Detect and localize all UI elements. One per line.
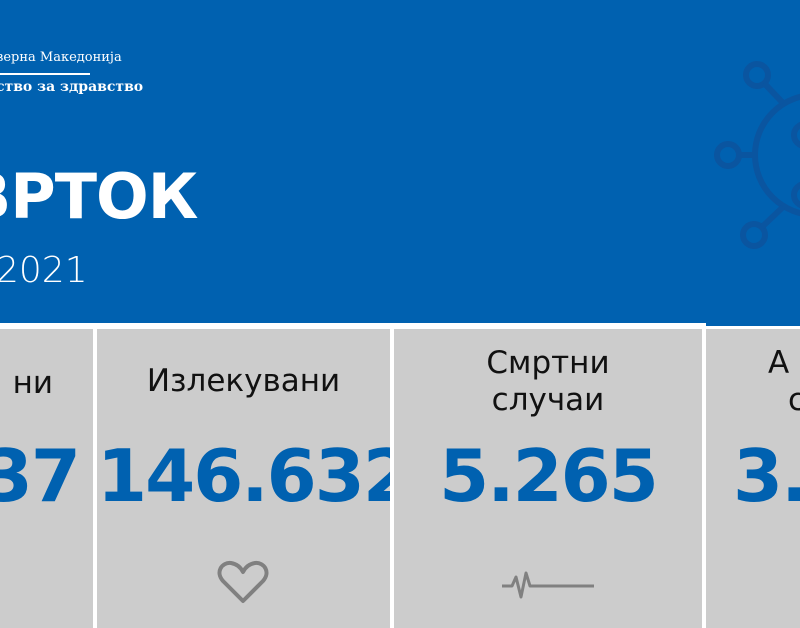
panel-value: 5.265	[439, 434, 659, 518]
virus-icon	[714, 61, 800, 249]
stat-panel-1: ни 37	[0, 329, 93, 628]
heart-icon	[217, 560, 269, 603]
org-name-line2: ство за здравство	[0, 79, 144, 95]
panel-value: 37	[0, 434, 81, 518]
panel-label: ни	[12, 365, 53, 401]
heartbeat-icon	[502, 571, 594, 599]
date-label: 2021	[0, 250, 88, 291]
page-title: ВРТОК	[0, 160, 198, 233]
stat-panel-4: А с 3.0	[706, 329, 800, 628]
org-divider	[0, 73, 90, 75]
panel-label-line2: случаи	[491, 382, 605, 418]
panel-value: 146.632	[97, 434, 390, 518]
header-banner: верна Македонија ство за здравство ВРТОК…	[0, 0, 800, 323]
panel-label: Излекувани	[146, 363, 341, 399]
panel-label-line1: А	[768, 345, 790, 381]
panel-value: 3.0	[733, 434, 800, 518]
panel-label-line2: с	[788, 382, 800, 418]
panel-label-line1: Смртни	[486, 345, 610, 381]
header-strip	[706, 323, 800, 326]
org-name-line1: верна Македонија	[0, 50, 122, 65]
stat-panel-recovered: Излекувани 146.632	[97, 329, 390, 628]
stat-panel-deaths: Смртни случаи 5.265	[394, 329, 702, 628]
